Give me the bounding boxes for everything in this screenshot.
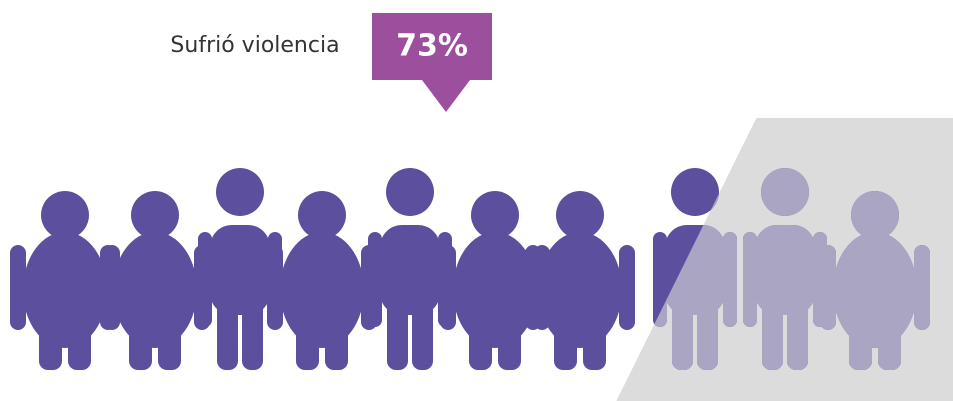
person	[525, 191, 635, 370]
person	[368, 168, 452, 370]
label: Sufrió violencia	[170, 33, 339, 58]
callout	[372, 13, 492, 112]
value-label: 73%	[396, 29, 468, 64]
person	[267, 191, 377, 370]
person	[100, 191, 210, 370]
